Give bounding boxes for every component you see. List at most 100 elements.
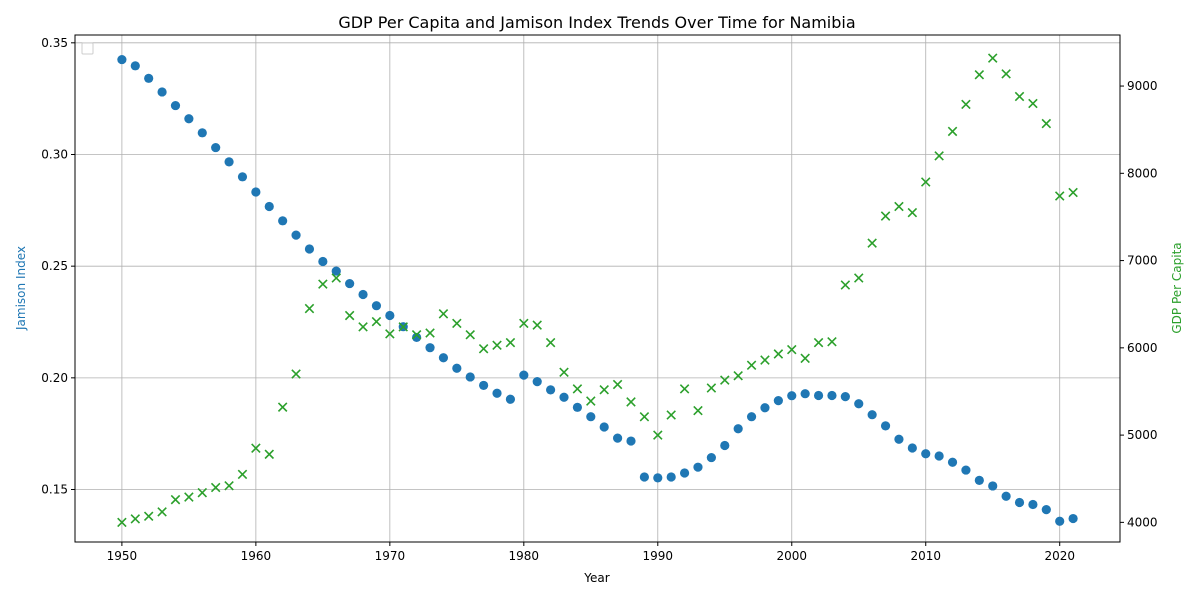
jamison-point — [706, 452, 716, 463]
jamison-point — [1055, 516, 1065, 526]
gdp-point — [867, 238, 877, 248]
jamison-point — [331, 266, 341, 276]
jamison-point — [532, 377, 542, 387]
gdp-point — [720, 375, 730, 385]
gdp-point — [693, 405, 703, 416]
gdp-point — [840, 280, 851, 290]
gdp-point — [237, 469, 248, 480]
jamison-point — [907, 443, 917, 453]
jamison-point — [519, 370, 529, 380]
jamison-point — [425, 343, 435, 353]
grid — [75, 35, 1120, 542]
gdp-point — [545, 337, 556, 348]
gdp-point — [947, 126, 958, 137]
jamison-point — [144, 73, 154, 83]
right-y-tick-label: 8000 — [1127, 166, 1158, 180]
jamison-point — [1028, 499, 1038, 510]
jamison-point — [840, 392, 850, 402]
gdp-point — [143, 511, 154, 522]
gdp-point — [411, 329, 422, 340]
legend-box — [81, 42, 94, 55]
gdp-point — [344, 310, 355, 321]
left-y-tick-label: 0.30 — [41, 147, 68, 161]
gdp-point — [894, 201, 904, 212]
gdp-point — [786, 344, 797, 355]
gdp-point — [318, 279, 328, 289]
jamison-point — [117, 54, 127, 65]
gdp-point — [358, 322, 368, 332]
gdp-point — [170, 494, 181, 505]
gdp-point — [920, 177, 931, 187]
jamison-point — [318, 256, 328, 267]
gdp-point — [827, 336, 837, 347]
gdp-point — [1001, 69, 1011, 79]
gdp-point — [331, 273, 342, 283]
gdp-point — [277, 402, 288, 412]
jamison-point — [639, 472, 649, 482]
jamison-point — [854, 399, 864, 409]
jamison-point — [438, 353, 449, 363]
jamison-point — [961, 465, 971, 475]
x-tick-label: 2020 — [1044, 549, 1075, 563]
jamison-point — [720, 440, 730, 451]
gdp-point — [599, 384, 609, 395]
jamison-point — [827, 390, 837, 401]
jamison-point — [492, 388, 502, 398]
jamison-point — [572, 402, 583, 412]
right-y-tick-label: 4000 — [1127, 515, 1158, 529]
plot-frame — [74, 34, 1121, 543]
left-y-tick-label: 0.35 — [41, 36, 68, 50]
jamison-point — [653, 473, 663, 483]
jamison-point — [412, 332, 422, 343]
jamison-point — [733, 424, 743, 434]
jamison-point — [130, 61, 140, 71]
jamison-point — [988, 481, 998, 491]
jamison-point — [371, 301, 382, 311]
jamison-point — [599, 422, 609, 432]
jamison-point — [586, 412, 596, 422]
jamison-point — [693, 462, 703, 472]
jamison-point — [385, 310, 395, 321]
jamison-point — [211, 142, 221, 153]
jamison-point — [546, 385, 556, 395]
gdp-point — [224, 480, 234, 491]
jamison-point — [746, 412, 757, 422]
gdp-point — [679, 384, 690, 394]
gdp-point — [184, 492, 194, 502]
jamison-point — [894, 434, 904, 444]
jamison-point — [1014, 497, 1025, 508]
jamison-point — [264, 201, 274, 212]
x-axis-label: Year — [583, 571, 609, 585]
jamison-point — [1001, 491, 1011, 501]
gdp-point — [532, 320, 542, 330]
gdp-point — [291, 369, 301, 379]
gdp-point — [586, 396, 596, 406]
gdp-point — [197, 487, 208, 498]
left-y-tick-label: 0.15 — [41, 483, 68, 497]
gdp-point — [438, 309, 449, 319]
jamison-point — [157, 87, 167, 97]
gdp-point — [813, 337, 824, 348]
jamison-point — [345, 278, 355, 289]
x-tick-label: 1950 — [107, 549, 138, 563]
jamison-point — [304, 244, 315, 254]
gdp-point — [934, 151, 944, 161]
gdp-point — [519, 318, 529, 329]
x-tick-label: 2010 — [910, 549, 941, 563]
jamison-point — [867, 410, 877, 420]
gdp-point — [880, 211, 891, 221]
right-y-tick-label: 7000 — [1127, 254, 1158, 268]
jamison-point — [612, 433, 623, 443]
left-y-axis-label: Jamison Index — [14, 246, 28, 331]
jamison-point — [679, 468, 690, 478]
gdp-point — [773, 349, 784, 359]
gdp-point — [1028, 98, 1038, 109]
left-y-tick-label: 0.20 — [41, 371, 68, 385]
jamison-point — [452, 363, 462, 373]
x-tick-label: 1980 — [509, 549, 540, 563]
jamison-point — [773, 396, 783, 406]
gdp-point — [304, 303, 315, 314]
jamison-point — [1041, 505, 1051, 515]
jamison-point — [197, 128, 207, 138]
